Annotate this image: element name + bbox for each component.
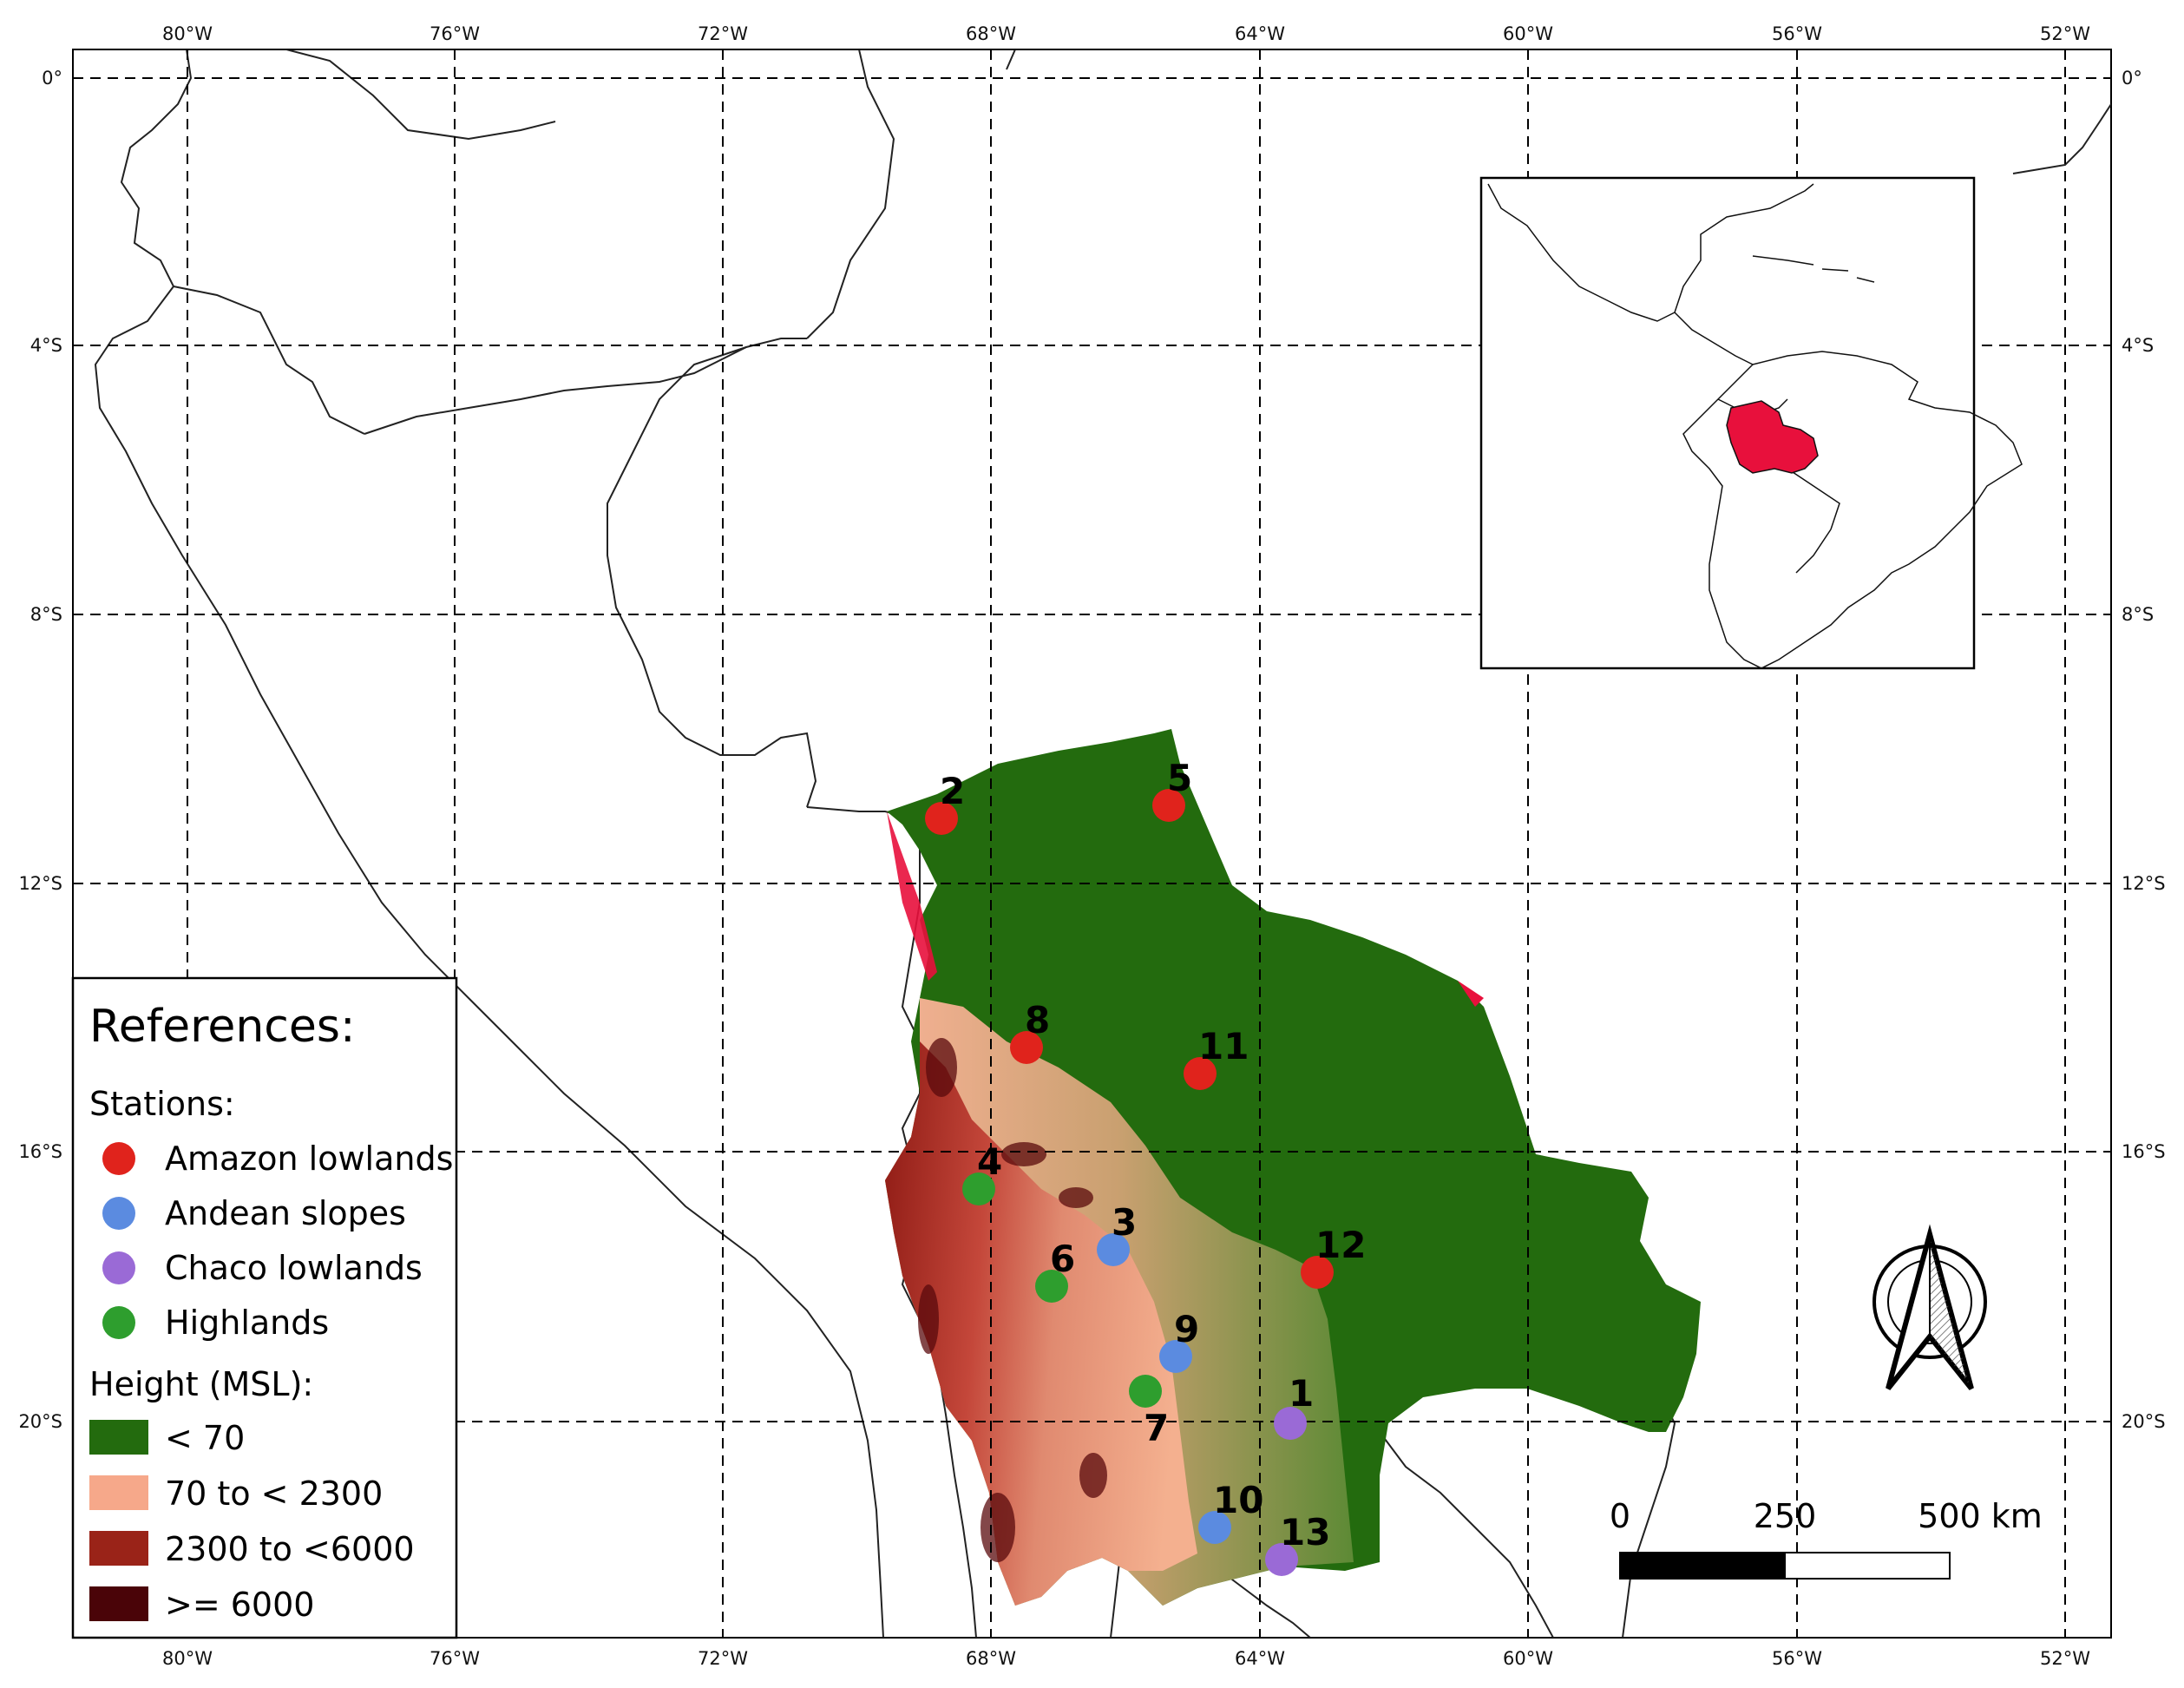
station-label: 1	[1289, 1372, 1314, 1415]
lat-tick-right: 8°S	[2122, 604, 2154, 625]
lat-tick-left: 4°S	[30, 335, 62, 356]
lon-tick-top: 52°W	[2040, 23, 2090, 44]
lon-tick-bottom: 56°W	[1772, 1648, 1822, 1669]
station-label: 2	[940, 770, 965, 812]
legend-swatch-h3	[89, 1531, 148, 1566]
legend: References: Stations: Amazon lowlands An…	[71, 976, 458, 1639]
station-marker-3[interactable]: 3	[1097, 1201, 1137, 1266]
station-marker-9[interactable]: 9	[1159, 1308, 1199, 1373]
station-label: 10	[1213, 1479, 1263, 1521]
station-label: 5	[1167, 757, 1192, 799]
lon-tick-bottom: 76°W	[430, 1648, 480, 1669]
legend-swatch-chaco	[102, 1251, 135, 1284]
legend-swatch-amazon	[102, 1142, 135, 1175]
lon-tick-top: 68°W	[966, 23, 1016, 44]
legend-item-highlands: Highlands	[165, 1304, 329, 1342]
station-marker-2[interactable]: 2	[925, 770, 965, 835]
lon-tick-bottom: 52°W	[2040, 1648, 2090, 1669]
legend-item-h2: 70 to < 2300	[165, 1475, 383, 1513]
lon-tick-top: 64°W	[1235, 23, 1285, 44]
scale-bar: 0 250 500 km	[1610, 1497, 2043, 1580]
station-marker-11[interactable]: 11	[1184, 1025, 1249, 1090]
legend-swatch-h1	[89, 1420, 148, 1455]
lon-tick-bottom: 60°W	[1503, 1648, 1553, 1669]
legend-item-h4: >= 6000	[165, 1586, 314, 1624]
lat-tick-left: 0°	[42, 68, 62, 89]
lat-tick-left: 8°S	[30, 604, 62, 625]
lon-tick-top: 80°W	[162, 23, 213, 44]
station-label: 8	[1025, 999, 1050, 1041]
station-marker-7[interactable]: 7	[1129, 1375, 1169, 1449]
station-label: 13	[1280, 1511, 1330, 1553]
lon-tick-top: 76°W	[430, 23, 480, 44]
lon-tick-bottom: 64°W	[1235, 1648, 1285, 1669]
scale-label-0: 0	[1610, 1497, 1630, 1535]
lat-tick-right: 12°S	[2122, 873, 2166, 894]
lon-labels-top: 80°W 76°W 72°W 68°W 64°W 60°W 56°W 52°W	[162, 23, 2090, 44]
station-marker-12[interactable]: 12	[1301, 1224, 1366, 1289]
bolivia-highlands	[885, 1041, 1197, 1606]
lon-tick-top: 60°W	[1503, 23, 1553, 44]
lat-tick-left: 16°S	[18, 1141, 62, 1162]
inset-bolivia-highlight	[1726, 400, 1819, 474]
lat-tick-right: 0°	[2122, 68, 2142, 89]
lat-tick-left: 12°S	[18, 873, 62, 894]
legend-item-h1: < 70	[165, 1419, 245, 1457]
station-label: 12	[1315, 1224, 1366, 1266]
legend-item-h3: 2300 to <6000	[165, 1530, 415, 1568]
station-marker-10[interactable]: 10	[1198, 1479, 1263, 1544]
legend-item-amazon: Amazon lowlands	[165, 1140, 453, 1178]
station-marker-6[interactable]: 6	[1035, 1238, 1075, 1303]
station-label: 7	[1144, 1407, 1169, 1449]
legend-item-chaco: Chaco lowlands	[165, 1249, 423, 1287]
high-peaks	[918, 1038, 1107, 1562]
station-marker-1[interactable]: 1	[1274, 1372, 1314, 1440]
lat-tick-right: 4°S	[2122, 335, 2154, 356]
lat-tick-left: 20°S	[18, 1411, 62, 1432]
legend-swatch-h4	[89, 1586, 148, 1621]
legend-title: References:	[89, 1001, 355, 1053]
lon-tick-top: 72°W	[698, 23, 748, 44]
station-marker-8[interactable]: 8	[1010, 999, 1050, 1064]
lon-tick-bottom: 68°W	[966, 1648, 1016, 1669]
station-label: 4	[977, 1140, 1002, 1183]
lat-tick-right: 20°S	[2122, 1411, 2166, 1432]
legend-swatch-andean	[102, 1197, 135, 1230]
legend-swatch-h2	[89, 1475, 148, 1510]
legend-swatch-highlands	[102, 1306, 135, 1339]
inset-map	[1479, 176, 2023, 670]
lon-tick-bottom: 72°W	[698, 1648, 748, 1669]
station-marker-13[interactable]: 13	[1265, 1511, 1330, 1576]
lon-tick-top: 56°W	[1772, 23, 1822, 44]
lat-labels-right: 0° 4°S 8°S 12°S 16°S 20°S	[2122, 68, 2166, 1432]
station-label: 6	[1050, 1238, 1075, 1280]
legend-height-title: Height (MSL):	[89, 1365, 313, 1403]
station-marker-5[interactable]: 5	[1152, 757, 1192, 822]
lon-tick-bottom: 80°W	[162, 1648, 213, 1669]
lat-tick-right: 16°S	[2122, 1141, 2166, 1162]
station-label: 11	[1198, 1025, 1249, 1067]
legend-item-andean: Andean slopes	[165, 1194, 406, 1232]
station-label: 9	[1174, 1308, 1199, 1350]
legend-stations-title: Stations:	[89, 1085, 235, 1123]
station-marker-4[interactable]: 4	[962, 1140, 1002, 1205]
north-arrow-icon	[1872, 1224, 1987, 1390]
scale-label-250: 250	[1754, 1497, 1817, 1535]
station-label: 3	[1112, 1201, 1137, 1244]
lat-labels-left: 0° 4°S 8°S 12°S 16°S 20°S	[18, 68, 62, 1432]
scale-label-500: 500 km	[1918, 1497, 2043, 1535]
lon-labels-bottom: 80°W 76°W 72°W 68°W 64°W 60°W 56°W 52°W	[162, 1648, 2090, 1669]
stations: 1 2 3 4 5 6 7 8 9 10 11 12 13	[925, 757, 1366, 1576]
